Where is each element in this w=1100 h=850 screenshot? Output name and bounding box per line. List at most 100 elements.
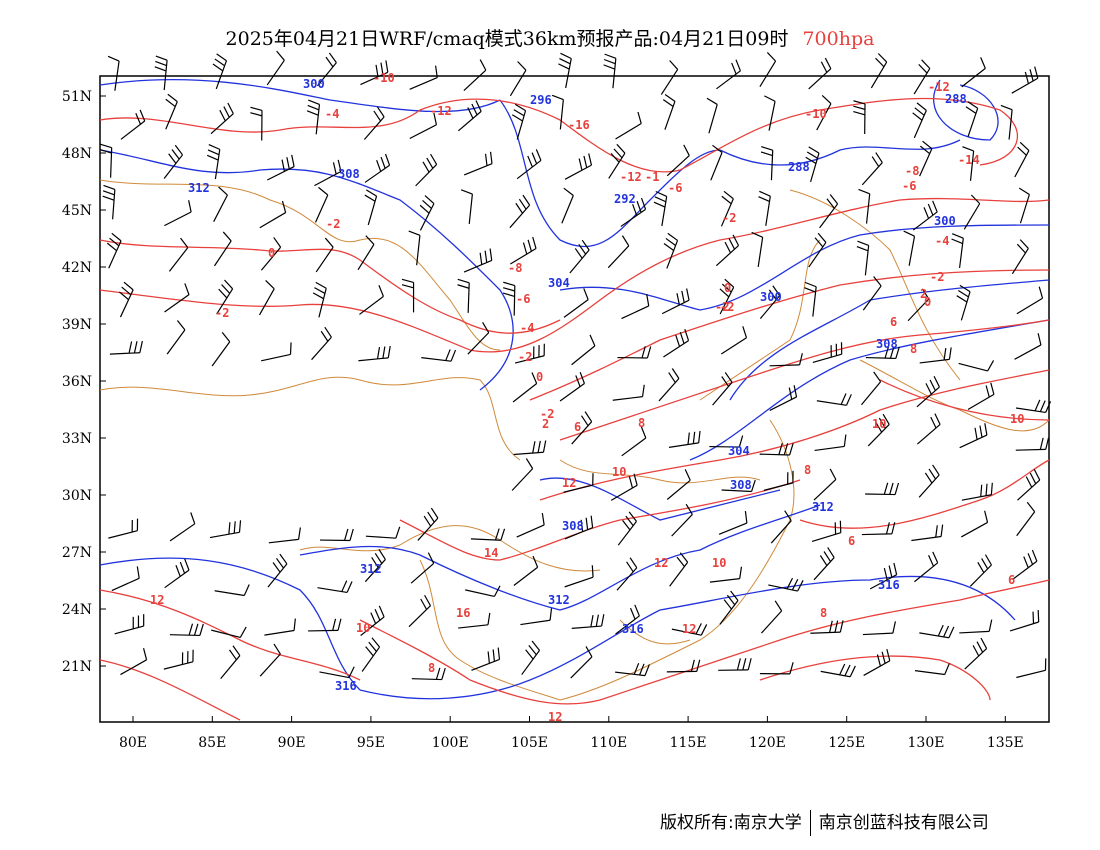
wind-barb	[166, 320, 186, 355]
wind-barb	[357, 235, 375, 271]
wind-barb	[761, 600, 783, 634]
temp-label: -14	[958, 153, 980, 167]
temp-label: -6	[516, 292, 530, 306]
wind-barb	[306, 99, 321, 135]
wind-barb	[861, 152, 883, 186]
latitude-label: 33N	[62, 431, 92, 447]
wind-barb	[759, 51, 777, 88]
wind-barb	[615, 604, 640, 635]
wind-barb	[603, 53, 617, 89]
wind-barb	[571, 614, 605, 630]
wind-barb	[663, 328, 690, 358]
longitude-label: 100E	[432, 735, 469, 751]
longitude-labels: 80E 85E 90E 95E 100E 105E 110E 115E 120E 125E 130E…	[119, 735, 1024, 751]
wind-barb	[615, 662, 650, 677]
wind-barb	[653, 190, 668, 227]
wind-barb	[107, 55, 120, 91]
wind-barb	[820, 663, 856, 678]
wind-barb	[965, 101, 979, 137]
wind-barb	[862, 621, 897, 636]
wind-barb	[719, 590, 739, 625]
height-label: 296	[530, 93, 552, 107]
wind-barbs	[99, 50, 1052, 681]
height-label: 308	[338, 167, 360, 181]
temp-label: -12	[620, 170, 642, 184]
longitude-label: 120E	[749, 735, 786, 751]
wind-barb	[315, 237, 334, 273]
wind-barb	[360, 60, 389, 86]
wind-barb	[1017, 469, 1041, 501]
wind-barb	[220, 645, 241, 679]
wind-barb	[662, 94, 676, 130]
wind-barb	[509, 61, 527, 97]
copyright-right: 南京创蓝科技有限公司	[818, 813, 989, 833]
wind-barb	[709, 435, 744, 448]
wind-barb	[960, 510, 989, 538]
temp-label: -16	[568, 118, 590, 132]
temp-label: -2	[715, 300, 729, 314]
temp-label: 0	[536, 370, 543, 384]
wind-barb	[751, 231, 764, 268]
temp-label: 0	[268, 246, 275, 260]
latitude-label: 24N	[62, 602, 92, 618]
wind-barb	[363, 106, 385, 140]
wind-barb	[862, 276, 882, 311]
wind-barb	[314, 186, 329, 223]
wind-barb	[853, 100, 866, 134]
wind-barb	[165, 93, 178, 130]
temp-label: -2	[518, 350, 532, 364]
wind-barb	[1016, 286, 1044, 315]
axis-ticks	[100, 95, 1006, 722]
wind-barb	[319, 666, 355, 679]
wind-barb	[916, 413, 941, 445]
temp-label: 8	[428, 661, 435, 675]
latitude-label: 30N	[62, 488, 92, 504]
wind-barb	[563, 288, 589, 318]
wind-barb	[959, 619, 993, 634]
wind-barb	[570, 646, 593, 679]
wind-barb	[865, 346, 900, 360]
wind-barb	[409, 112, 438, 140]
wind-barb	[364, 153, 391, 183]
wind-barb	[861, 522, 896, 536]
wind-barb	[865, 482, 900, 496]
latitude-label: 42N	[62, 260, 92, 276]
wind-barb	[666, 144, 690, 177]
wind-barb	[769, 385, 798, 411]
wind-barb	[210, 102, 234, 135]
wind-barb	[358, 345, 391, 362]
height-label: 304	[728, 444, 750, 458]
wind-barb	[164, 283, 190, 313]
height-label: 316	[878, 578, 900, 592]
wind-barb	[1016, 658, 1047, 679]
wind-barb	[551, 94, 564, 130]
wind-barb	[164, 558, 190, 589]
wind-barb	[211, 332, 231, 367]
wind-barb	[510, 236, 537, 265]
wind-barb	[571, 411, 593, 445]
wind-barb	[719, 278, 735, 315]
wind-barb	[163, 144, 184, 179]
wind-barb	[918, 464, 940, 498]
wind-barb	[1015, 437, 1050, 451]
wind-barb	[816, 94, 832, 131]
wind-barb	[671, 503, 693, 537]
wind-barb	[571, 334, 596, 366]
longitude-label: 130E	[908, 735, 945, 751]
wind-barb	[99, 143, 113, 178]
wind-barb	[267, 553, 288, 588]
temp-label: -2	[540, 407, 554, 421]
wind-barb	[969, 554, 992, 587]
wind-barb	[666, 469, 691, 500]
temp-label: -2	[722, 211, 736, 225]
wind-barb	[509, 194, 531, 229]
wind-barb	[106, 232, 122, 269]
latitude-label: 36N	[62, 374, 92, 390]
temp-label: 10	[712, 556, 726, 570]
wind-barb	[463, 59, 487, 92]
wind-barb	[410, 552, 435, 584]
wind-barb	[1000, 104, 1013, 140]
latitude-label: 48N	[62, 146, 92, 162]
temp-label: -2	[326, 217, 340, 231]
wind-barb	[961, 482, 993, 501]
